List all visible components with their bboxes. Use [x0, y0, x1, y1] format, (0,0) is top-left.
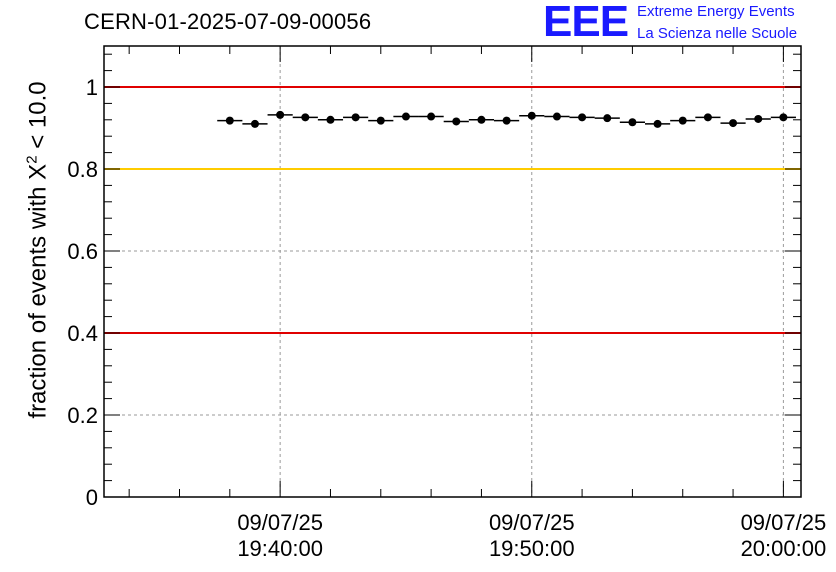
data-point [754, 114, 763, 123]
data-point [326, 115, 335, 124]
eee-logo-mark: EEE [543, 0, 629, 46]
data-point [653, 119, 662, 128]
y-tick-label: 0.2 [67, 403, 98, 428]
data-point [502, 116, 511, 125]
chart-title: CERN-01-2025-07-09-00056 [84, 9, 372, 34]
data-point [477, 115, 486, 124]
y-tick-label: 0.4 [67, 321, 98, 346]
x-tick-label-time: 19:50:00 [489, 536, 575, 561]
plot-frame [103, 45, 802, 498]
y-tick-label: 0.8 [67, 157, 98, 182]
y-tick-label: 0.6 [67, 239, 98, 264]
data-point [527, 111, 536, 120]
y-tick-label: 0 [86, 485, 98, 510]
data-point [401, 112, 410, 121]
data-point [628, 118, 637, 127]
data-point [729, 119, 738, 128]
data-point [301, 113, 310, 122]
x-tick-label-date: 09/07/25 [237, 510, 323, 535]
x-tick-label-date: 09/07/25 [741, 510, 827, 535]
data-point [351, 113, 360, 122]
data-point [678, 116, 687, 125]
y-tick-label: 1 [86, 75, 98, 100]
logo-tagline-1: Extreme Energy Events [637, 3, 795, 20]
data-point [427, 112, 436, 121]
data-point [452, 117, 461, 126]
data-point [578, 113, 587, 122]
data-point [276, 110, 285, 119]
data-point [250, 119, 259, 128]
data-point [703, 113, 712, 122]
x-tick-label-date: 09/07/25 [489, 510, 575, 535]
data-point [552, 112, 561, 121]
data-point [779, 113, 788, 122]
logo-tagline-2: La Scienza nelle Scuole [637, 25, 798, 42]
data-point [225, 116, 234, 125]
x-tick-label-time: 20:00:00 [741, 536, 827, 561]
data-point [603, 114, 612, 123]
data-point [376, 116, 385, 125]
x-tick-label-time: 19:40:00 [237, 536, 323, 561]
